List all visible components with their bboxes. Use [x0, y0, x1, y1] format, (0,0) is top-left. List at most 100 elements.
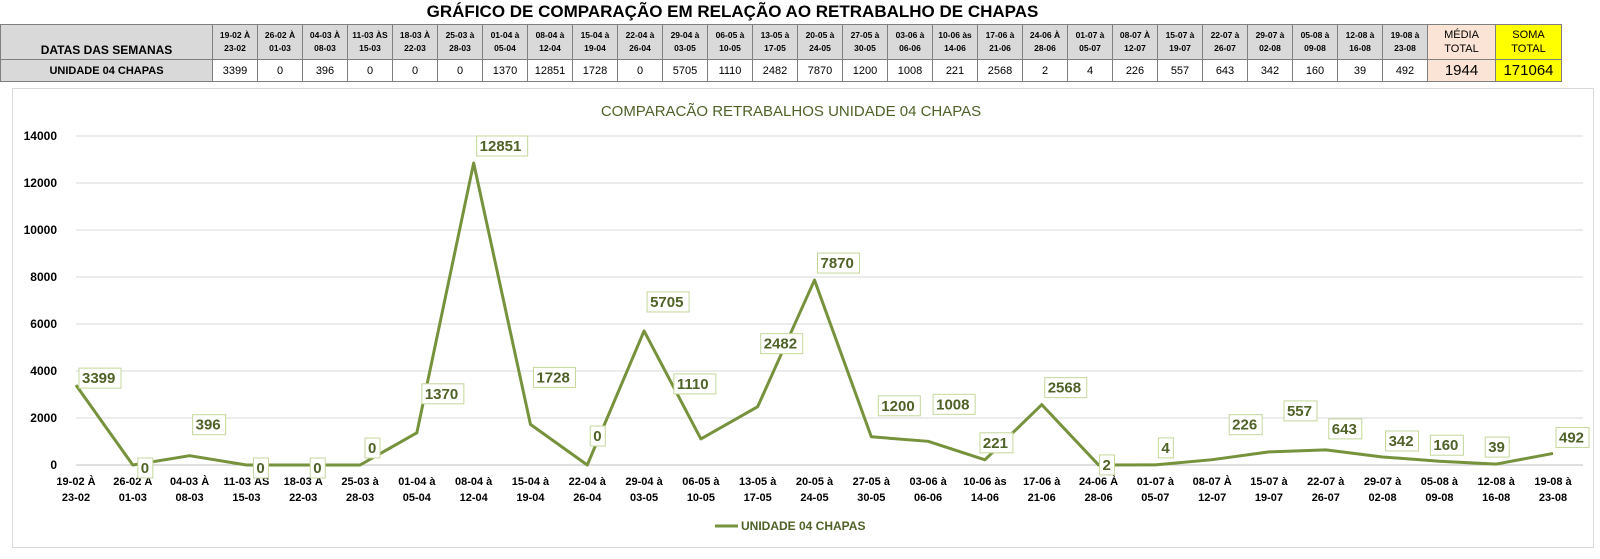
week-header-line2: 28-03	[449, 43, 471, 53]
data-label: 0	[313, 460, 321, 477]
x-tick-label: 26-04	[573, 492, 602, 504]
week-header-line2: 16-08	[1349, 43, 1371, 53]
week-header-cell: 06-05 à 10-05	[707, 24, 753, 60]
x-tick-label: 24-05	[800, 492, 828, 504]
x-tick-label: 19-08 à	[1534, 476, 1572, 488]
week-header-cell: 15-04 à 19-04	[572, 24, 618, 60]
week-header-line1: 19-02 À	[219, 30, 251, 40]
x-tick-label: 15-04 à	[512, 476, 550, 488]
x-tick-label: 16-08	[1482, 492, 1510, 504]
week-header-cell: 17-06 à 21-06	[977, 24, 1023, 60]
week-header-cell: 20-05 à 24-05	[797, 24, 843, 60]
data-label: 1728	[536, 369, 569, 386]
data-label-box	[1228, 414, 1263, 436]
x-tick-label: 15-03	[232, 492, 260, 504]
data-label-box	[1429, 434, 1464, 456]
data-label: 396	[196, 417, 221, 434]
x-tick-label: 02-08	[1369, 492, 1397, 504]
soma-header-line1: SOMA	[1512, 29, 1545, 41]
x-tick-label: 29-04 à	[625, 476, 663, 488]
week-header-cell: 11-03 ÀS 15-03	[347, 24, 393, 60]
data-label-box	[1157, 437, 1174, 459]
week-header-line1: 05-08 à	[1300, 30, 1330, 40]
week-header-line1: 22-07 à	[1210, 30, 1240, 40]
week-header-cell: 29-07 à 02-08	[1247, 24, 1293, 60]
data-label-box	[979, 432, 1014, 454]
x-tick-label: 27-05 à	[853, 476, 891, 488]
week-header-line1: 10-06 às	[938, 30, 972, 40]
data-label: 0	[368, 440, 376, 457]
x-tick-label: 08-03	[176, 492, 204, 504]
data-label: 492	[1559, 429, 1584, 446]
soma-header-cell: SOMA TOTAL	[1495, 24, 1562, 60]
data-label: 5705	[650, 294, 683, 311]
week-header-line1: 18-03 À	[399, 30, 431, 40]
x-tick-label: 12-07	[1198, 492, 1226, 504]
x-tick-label: 19-02 À	[56, 475, 95, 488]
data-label: 1110	[677, 376, 709, 393]
table-header-label: DATAS DAS SEMANAS	[0, 24, 213, 60]
y-tick-label: 12000	[24, 176, 58, 190]
week-value-cell: 2	[1022, 59, 1068, 82]
week-header-line1: 13-05 à	[760, 30, 790, 40]
data-label: 557	[1287, 403, 1312, 420]
data-label: 0	[593, 428, 601, 445]
x-tick-label: 08-04 à	[455, 476, 493, 488]
week-header-line2: 24-05	[809, 43, 831, 53]
week-header-cell: 04-03 À 08-03	[302, 24, 348, 60]
week-header-line1: 29-04 à	[670, 30, 700, 40]
week-header-cell: 15-07 à 19-07	[1157, 24, 1203, 60]
x-tick-label: 01-03	[119, 492, 147, 504]
week-value-cell: 396	[302, 59, 348, 82]
data-label-box	[589, 425, 606, 447]
week-value-cell: 4	[1067, 59, 1113, 82]
data-label: 342	[1389, 433, 1414, 450]
x-tick-label: 01-07 à	[1137, 476, 1175, 488]
data-label: 0	[256, 460, 264, 477]
week-header-cell: 29-04 à 03-05	[662, 24, 708, 60]
x-tick-label: 04-03 À	[170, 475, 209, 488]
y-tick-label: 14000	[24, 129, 58, 143]
x-tick-label: 05-08 à	[1421, 476, 1459, 488]
week-header-cell: 01-07 à 05-07	[1067, 24, 1113, 60]
week-value-cell: 2568	[977, 59, 1023, 82]
data-label-box	[1484, 436, 1510, 458]
week-header-line2: 15-03	[359, 43, 381, 53]
week-header-line1: 03-06 à	[895, 30, 925, 40]
summary-table: DATAS DAS SEMANAS 19-02 À 23-02 26-02 À 01-0…	[0, 24, 1562, 82]
week-header-line1: 15-07 à	[1165, 30, 1195, 40]
x-tick-label: 19-07	[1255, 492, 1283, 504]
week-header-line2: 12-04	[539, 43, 561, 53]
week-value-cell: 39	[1337, 59, 1383, 82]
week-value-cell: 2482	[752, 59, 798, 82]
data-label-box	[421, 383, 465, 405]
x-tick-label: 19-04	[516, 492, 545, 504]
x-tick-label: 23-02	[62, 492, 90, 504]
week-header-line2: 23-02	[224, 43, 246, 53]
y-tick-label: 6000	[30, 317, 57, 331]
y-tick-label: 10000	[24, 223, 58, 237]
x-tick-label: 01-04 à	[398, 476, 436, 488]
data-label-box	[137, 457, 154, 479]
week-header-line2: 26-07	[1214, 43, 1236, 53]
x-tick-label: 06-05 à	[682, 476, 720, 488]
week-header-line2: 21-06	[989, 43, 1011, 53]
data-label-box	[1328, 418, 1363, 440]
week-header-line1: 22-04 à	[625, 30, 655, 40]
week-header-line2: 01-03	[269, 43, 291, 53]
x-tick-label: 22-07 à	[1307, 476, 1345, 488]
week-header-line1: 19-08 à	[1390, 30, 1420, 40]
week-header-line1: 26-02 À	[264, 30, 296, 40]
data-label: 160	[1433, 437, 1458, 454]
data-label-box	[309, 457, 326, 479]
data-label-box	[476, 135, 529, 157]
week-value-cell: 12851	[527, 59, 573, 82]
legend-label: UNIDADE 04 CHAPAS	[741, 519, 865, 533]
week-value-cell: 0	[617, 59, 663, 82]
x-tick-label: 30-05	[857, 492, 885, 504]
week-value-cell: 1728	[572, 59, 618, 82]
week-header-cell: 22-04 à 26-04	[617, 24, 663, 60]
x-tick-label: 03-05	[630, 492, 658, 504]
week-header-cell: 19-02 À 23-02	[212, 24, 258, 60]
data-label: 4	[1161, 440, 1170, 457]
